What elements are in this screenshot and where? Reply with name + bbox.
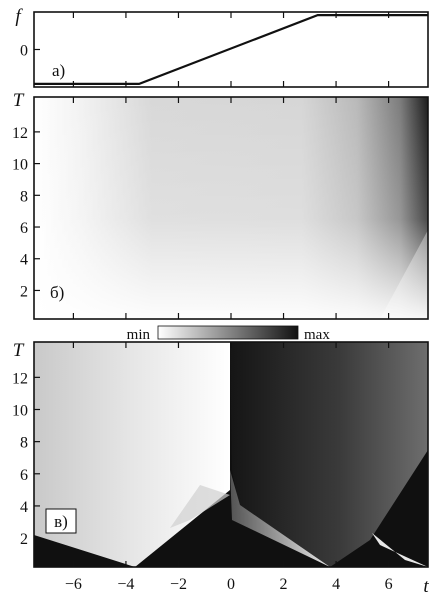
colorbar: min max bbox=[127, 325, 330, 343]
ytick-label: 12 bbox=[12, 370, 28, 387]
panel-v-left-bright bbox=[34, 342, 230, 567]
colorbar-gradient bbox=[157, 325, 299, 340]
colorbar-min-label: min bbox=[127, 327, 151, 343]
panel-v-label: в) bbox=[54, 512, 68, 531]
panel-v-striped-region bbox=[230, 470, 330, 567]
panel-a-yticks: 0 bbox=[20, 12, 390, 87]
panel-v-yticks: 2 4 6 8 10 12 bbox=[12, 370, 40, 548]
panel-v-label-box bbox=[45, 508, 77, 534]
xtick-label: −4 bbox=[117, 576, 134, 593]
panel-v: T 2 4 6 8 10 12 −6 −4 −2 0 2 4 6 t в) bbox=[12, 340, 429, 597]
panel-v-ylabel: T bbox=[13, 340, 25, 361]
ytick-label: 4 bbox=[20, 252, 28, 269]
xtick-label: 0 bbox=[227, 576, 235, 593]
panel-v-xticks: −6 −4 −2 0 2 4 6 bbox=[65, 342, 393, 593]
panel-a: f 0 а) bbox=[15, 6, 429, 88]
ytick-label: 8 bbox=[20, 435, 28, 452]
ytick-label: 2 bbox=[20, 283, 28, 300]
xtick-label: −6 bbox=[65, 576, 82, 593]
ytick-label: 6 bbox=[20, 220, 28, 237]
ytick-label: 8 bbox=[20, 188, 28, 205]
panel-b-label: б) bbox=[50, 283, 64, 302]
ytick-label: 0 bbox=[20, 43, 28, 60]
panel-a-label: а) bbox=[52, 61, 65, 80]
colorbar-max-label: max bbox=[304, 327, 330, 343]
panel-b-ylabel: T bbox=[13, 90, 25, 111]
ytick-label: 6 bbox=[20, 467, 28, 484]
ytick-label: 2 bbox=[20, 531, 28, 548]
panel-b-dark-wedge bbox=[380, 230, 428, 319]
f-curve bbox=[34, 14, 428, 86]
panel-b-heatmap-overlay bbox=[34, 97, 428, 319]
panel-b-yticks: 2 4 6 8 10 12 bbox=[12, 97, 390, 319]
panel-a-ylabel: f bbox=[15, 6, 23, 27]
panel-v-wedge-left bbox=[170, 485, 230, 528]
ytick-label: 10 bbox=[12, 403, 28, 420]
xtick-label: −2 bbox=[170, 576, 187, 593]
panel-v-right-dark bbox=[230, 342, 428, 567]
panel-v-xlabel: t bbox=[423, 576, 429, 597]
xtick-label: 2 bbox=[280, 576, 288, 593]
panel-b: T 2 4 6 8 10 12 б) bbox=[12, 90, 429, 320]
xtick-label: 4 bbox=[332, 576, 340, 593]
ytick-label: 4 bbox=[20, 499, 28, 516]
ytick-label: 10 bbox=[12, 157, 28, 174]
xtick-label: 6 bbox=[385, 576, 393, 593]
ytick-label: 12 bbox=[12, 125, 28, 142]
